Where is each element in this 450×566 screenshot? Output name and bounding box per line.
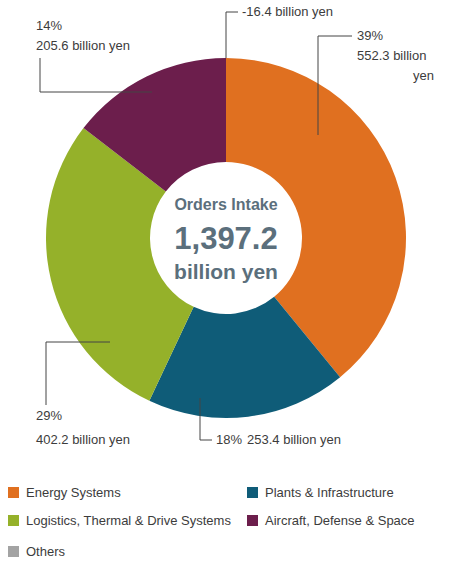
legend-item: Others (8, 544, 66, 559)
legend-item: Logistics, Thermal & Drive Systems (8, 513, 231, 528)
percentage-label: 18% (216, 432, 242, 447)
legend-item: Plants & Infrastructure (247, 485, 394, 500)
value-label: 253.4 billion yen (247, 432, 341, 447)
value-label-line: 552.3 billion (357, 48, 430, 63)
legend-label: Plants & Infrastructure (265, 485, 394, 500)
chart: Orders Intake 1,397.2 billion yen 39% 552.3 … (0, 0, 450, 566)
leader-line (46, 342, 110, 405)
legend-swatch (8, 487, 19, 498)
value-label: 552.3 billion yen (357, 48, 434, 83)
center-text: 1,397.2 (174, 221, 277, 256)
legend-swatch (8, 515, 19, 526)
value-label: -16.4 billion yen (242, 4, 333, 19)
center-text: billion yen (174, 260, 278, 283)
labels: 39% 552.3 billion yen 18% 253.4 billion yen… (36, 4, 434, 447)
leader-line (318, 36, 352, 135)
slice (83, 58, 226, 192)
leader-line (226, 12, 238, 58)
slices (46, 58, 406, 418)
legend-item: Aircraft, Defense & Space (247, 513, 415, 528)
leader-line (40, 58, 152, 92)
legend-label: Logistics, Thermal & Drive Systems (26, 513, 231, 528)
legend-item: Energy Systems (8, 485, 121, 500)
value-label: 402.2 billion yen (36, 432, 130, 447)
center-label: Orders Intake 1,397.2 billion yen (174, 196, 278, 283)
legend-label: Aircraft, Defense & Space (265, 513, 415, 528)
legend-swatch (8, 546, 19, 557)
leader-line (200, 398, 212, 440)
percentage-label: 14% (36, 18, 62, 33)
percentage-label: 39% (357, 28, 383, 43)
slice (226, 58, 227, 162)
legend: Energy Systems Plants & Infrastructure Log… (8, 485, 415, 559)
center-text: Orders Intake (174, 196, 277, 213)
percentage-label: 29% (36, 408, 62, 423)
value-label-line: yen (413, 68, 434, 83)
legend-swatch (247, 515, 258, 526)
legend-label: Energy Systems (26, 485, 121, 500)
value-label: 205.6 billion yen (36, 38, 130, 53)
legend-label: Others (26, 544, 66, 559)
legend-swatch (247, 487, 258, 498)
